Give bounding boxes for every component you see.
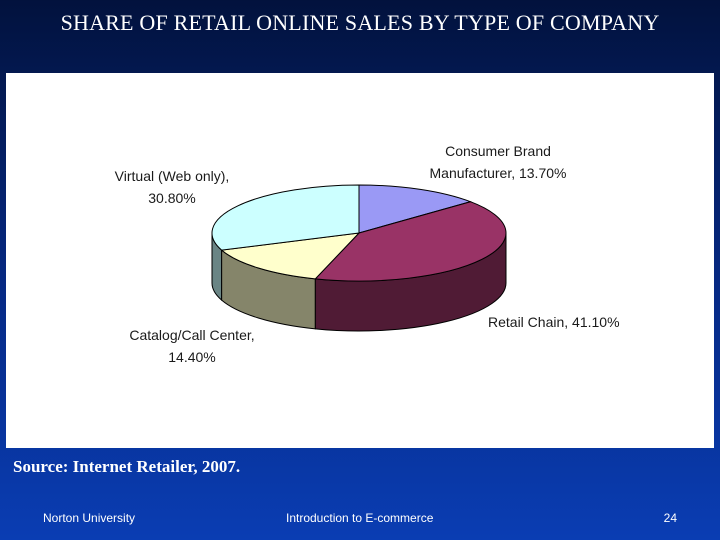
page-number: 24 bbox=[663, 511, 677, 525]
pie-slice-3 bbox=[211, 184, 360, 251]
pie-chart: Consumer Brand Manufacturer, 13.70% Retail… bbox=[115, 143, 620, 365]
pie-slice-0 bbox=[358, 184, 473, 234]
pie-label-2: Catalog/Call Center, 14.40% bbox=[129, 327, 254, 365]
pie-label-3: Virtual (Web only), 30.80% bbox=[115, 168, 230, 206]
pie-slice-2 bbox=[220, 232, 361, 280]
pie-label-1: Retail Chain, 41.10% bbox=[488, 314, 620, 330]
source-citation: Source: Internet Retailer, 2007. bbox=[13, 457, 241, 476]
pie-slice-1 bbox=[314, 201, 507, 282]
footer-course-title: Introduction to E-commerce bbox=[286, 511, 434, 525]
pie-label-0: Consumer Brand Manufacturer, 13.70% bbox=[430, 143, 567, 181]
footer-organization: Norton University bbox=[43, 511, 136, 525]
slide-title: SHARE OF RETAIL ONLINE SALES BY TYPE OF … bbox=[60, 10, 660, 35]
chart-panel: Consumer Brand Manufacturer, 13.70% Retail… bbox=[6, 73, 714, 448]
